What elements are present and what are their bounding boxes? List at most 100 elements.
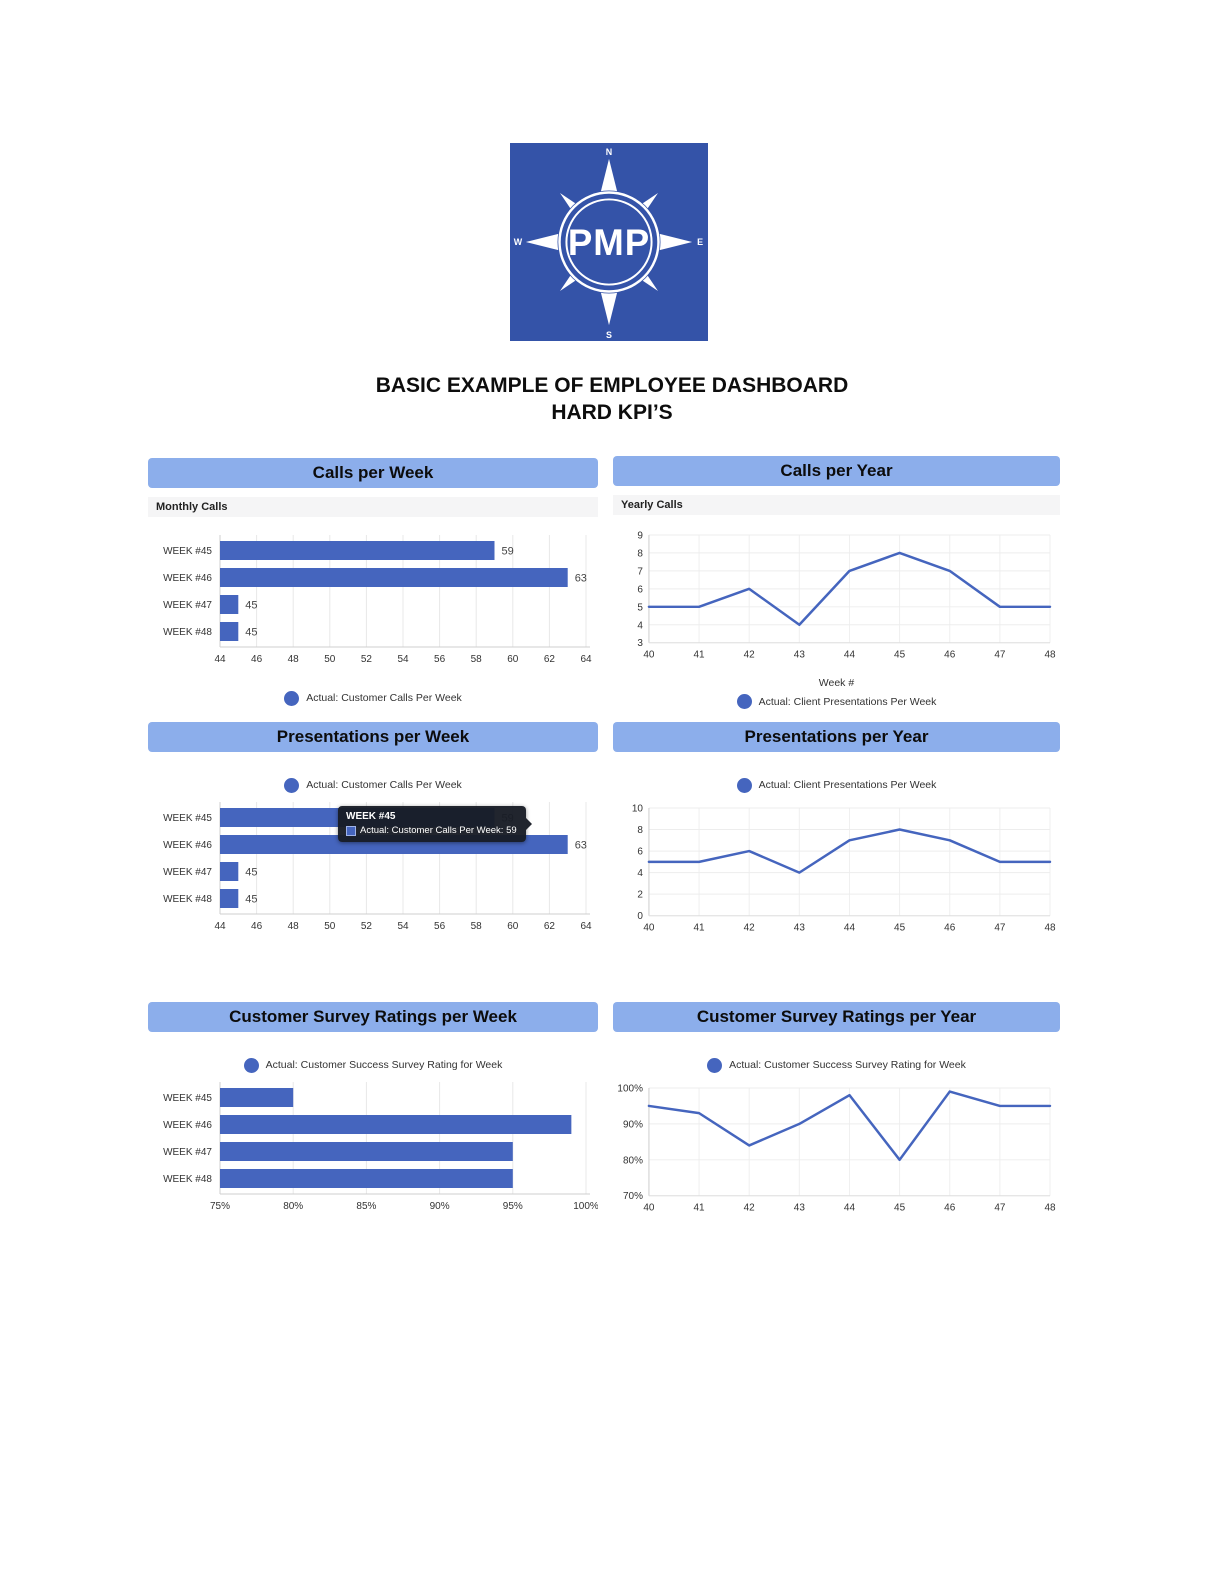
chart-subtitle-bar: Yearly Calls <box>613 495 1060 515</box>
legend-marker-icon <box>707 1057 723 1073</box>
compass-s-label: S <box>606 330 612 340</box>
chart-title: Customer Survey Ratings per Year <box>696 1007 977 1026</box>
svg-text:4: 4 <box>637 868 643 879</box>
chart-title: Presentations per Year <box>744 727 929 746</box>
svg-text:WEEK #48: WEEK #48 <box>163 894 212 905</box>
svg-text:43: 43 <box>794 1203 806 1214</box>
svg-text:44: 44 <box>844 1203 856 1214</box>
svg-text:52: 52 <box>361 921 373 932</box>
chart-tooltip: WEEK #45 Actual: Customer Calls Per Week… <box>338 806 532 842</box>
svg-text:41: 41 <box>694 1203 706 1214</box>
logo-text: PMP <box>568 222 650 263</box>
legend-presentations-per-week: Actual: Customer Calls Per Week <box>148 776 598 794</box>
svg-text:75%: 75% <box>210 1201 230 1212</box>
svg-text:52: 52 <box>361 654 373 665</box>
legend-survey-ratings-per-week: Actual: Customer Success Survey Rating f… <box>148 1056 598 1074</box>
svg-text:WEEK #45: WEEK #45 <box>163 546 212 557</box>
legend-marker-icon <box>284 777 300 793</box>
svg-text:WEEK #47: WEEK #47 <box>163 867 212 878</box>
panel-presentations-per-year: Presentations per Year Actual: Client Pr… <box>613 722 1060 948</box>
chart-title: Calls per Week <box>312 463 434 482</box>
svg-text:45: 45 <box>245 627 257 639</box>
svg-text:80%: 80% <box>283 1201 303 1212</box>
svg-text:WEEK #46: WEEK #46 <box>163 840 212 851</box>
chart-title: Customer Survey Ratings per Week <box>229 1007 517 1026</box>
x-axis-label: Week # <box>818 676 855 689</box>
svg-text:64: 64 <box>580 654 592 665</box>
svg-text:63: 63 <box>575 573 587 585</box>
svg-text:8: 8 <box>637 548 643 559</box>
svg-text:40: 40 <box>643 1203 655 1214</box>
chart-title-banner: Customer Survey Ratings per Year <box>613 1002 1060 1032</box>
svg-text:WEEK #45: WEEK #45 <box>163 813 212 824</box>
svg-text:54: 54 <box>397 921 409 932</box>
svg-text:62: 62 <box>544 921 556 932</box>
svg-text:56: 56 <box>434 654 446 665</box>
svg-text:0: 0 <box>637 911 643 922</box>
svg-text:50: 50 <box>324 921 336 932</box>
svg-text:9: 9 <box>637 530 643 541</box>
svg-text:46: 46 <box>944 1203 956 1214</box>
chart-title: Presentations per Week <box>276 727 470 746</box>
legend-calls-per-week: Actual: Customer Calls Per Week <box>148 689 598 707</box>
compass-n-label: N <box>606 147 612 157</box>
svg-text:80%: 80% <box>623 1155 643 1166</box>
svg-text:70%: 70% <box>623 1191 643 1202</box>
svg-text:50: 50 <box>324 654 336 665</box>
legend-label: Actual: Client Presentations Per Week <box>758 695 937 708</box>
legend-calls-per-year: Actual: Client Presentations Per Week <box>613 693 1060 711</box>
svg-text:64: 64 <box>580 921 592 932</box>
panel-calls-per-week: Calls per Week Monthly Calls 44 46 48 50 52 5… <box>148 458 598 707</box>
svg-text:100%: 100% <box>617 1083 643 1094</box>
svg-text:2: 2 <box>637 890 643 901</box>
svg-text:6: 6 <box>637 847 643 858</box>
bar-chart-calls-per-week[interactable]: 44 46 48 50 52 54 56 58 60 62 64 WEEK #45 59 WEEK #46… <box>148 531 598 681</box>
svg-text:44: 44 <box>844 923 856 934</box>
svg-text:58: 58 <box>471 921 483 932</box>
svg-text:10: 10 <box>632 803 644 814</box>
svg-text:45: 45 <box>245 894 257 906</box>
compass-inner-disc <box>557 190 661 294</box>
svg-text:44: 44 <box>214 921 226 932</box>
svg-text:45: 45 <box>894 650 906 661</box>
chart-title-banner: Calls per Year <box>613 456 1060 486</box>
compass-outer-ring <box>558 191 660 293</box>
svg-text:45: 45 <box>245 600 257 612</box>
legend-label: Actual: Customer Calls Per Week <box>306 692 462 704</box>
panel-survey-ratings-per-week: Customer Survey Ratings per Week Actual:… <box>148 1002 598 1228</box>
legend-label: Actual: Customer Calls Per Week <box>306 779 462 791</box>
svg-text:WEEK #48: WEEK #48 <box>163 1174 212 1185</box>
svg-text:58: 58 <box>471 654 483 665</box>
line-chart-survey-ratings-per-year[interactable]: 40 41 42 43 44 45 46 47 48 70% 80% 90% 100% <box>613 1078 1060 1228</box>
svg-text:45: 45 <box>894 923 906 934</box>
svg-text:46: 46 <box>251 921 263 932</box>
svg-text:3: 3 <box>637 638 643 649</box>
legend-marker-icon <box>243 1057 259 1073</box>
legend-survey-ratings-per-year: Actual: Customer Success Survey Rating f… <box>613 1056 1060 1074</box>
tooltip-series-swatch-icon <box>346 825 356 836</box>
bar-chart-survey-ratings-per-week[interactable]: 75% 80% 85% 90% 95% 100% WEEK #45 WEEK #46 WEEK … <box>148 1078 598 1228</box>
svg-text:44: 44 <box>844 650 856 661</box>
svg-text:85%: 85% <box>356 1201 376 1212</box>
page-title-line1: BASIC EXAMPLE OF EMPLOYEE DASHBOARD <box>375 374 849 397</box>
chart-title-banner: Presentations per Week <box>148 722 598 752</box>
svg-text:8: 8 <box>637 825 643 836</box>
svg-text:48: 48 <box>288 921 300 932</box>
chart-subtitle: Monthly Calls <box>156 501 228 513</box>
svg-text:59: 59 <box>502 546 514 558</box>
svg-text:WEEK #46: WEEK #46 <box>163 1120 212 1131</box>
svg-text:48: 48 <box>1044 1203 1056 1214</box>
svg-text:45: 45 <box>894 1203 906 1214</box>
panel-survey-ratings-per-year: Customer Survey Ratings per Year Actual:… <box>613 1002 1060 1228</box>
svg-text:47: 47 <box>994 1203 1006 1214</box>
page-title: BASIC EXAMPLE OF EMPLOYEE DASHBOARD HARD… <box>0 372 1224 426</box>
legend-label: Actual: Customer Success Survey Rating f… <box>265 1059 503 1071</box>
legend-marker-icon <box>736 694 752 710</box>
tooltip-value-text: Actual: Customer Calls Per Week: 59 <box>360 825 517 836</box>
svg-text:46: 46 <box>944 650 956 661</box>
chart-title-banner: Presentations per Year <box>613 722 1060 752</box>
page-title-line2: HARD KPI’S <box>551 401 673 424</box>
legend-marker-icon <box>284 690 300 706</box>
